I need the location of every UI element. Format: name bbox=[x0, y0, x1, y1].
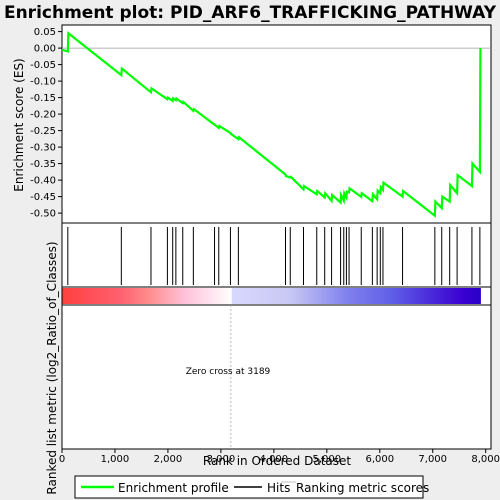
y-axis-label-metric: Ranked list metric (log2_Ratio_of_Classe… bbox=[45, 241, 59, 494]
hit-lines bbox=[67, 227, 481, 285]
x-tick-label: 8,000 bbox=[471, 454, 500, 465]
legend-label-hits: Hits bbox=[267, 481, 290, 495]
y-tick-label: -0.30 bbox=[30, 143, 56, 154]
legend-label-ranking: Ranking metric scores bbox=[296, 481, 429, 495]
es-plot-area bbox=[61, 24, 492, 224]
y-axis-label-es: Enrichment score (ES) bbox=[12, 58, 26, 191]
x-axis-label: Rank in Ordered Dataset bbox=[203, 454, 351, 468]
y-tick-label: -0.40 bbox=[30, 176, 56, 187]
x-tick-label: 3,000 bbox=[207, 454, 236, 465]
x-tick-label: 2,000 bbox=[154, 454, 183, 465]
chart-title: Enrichment plot: PID_ARF6_TRAFFICKING_PA… bbox=[4, 3, 497, 23]
hits-panel bbox=[61, 222, 492, 288]
x-tick-label: 0 bbox=[59, 454, 65, 465]
y-tick-label: 0.00 bbox=[34, 44, 56, 55]
y-tick-label: -0.05 bbox=[30, 60, 56, 71]
x-tick-label: 6,000 bbox=[365, 454, 394, 465]
zero-cross-annotation: Zero cross at 3189 bbox=[186, 367, 271, 377]
y-tick-label: 0.05 bbox=[34, 27, 56, 38]
y-tick-label: -0.25 bbox=[30, 126, 56, 137]
ranking-heatmap-bar bbox=[62, 288, 481, 304]
x-tick-label: 1,000 bbox=[101, 454, 130, 465]
x-tick-label: 7,000 bbox=[418, 454, 447, 465]
y-tick-label: -0.10 bbox=[30, 77, 56, 88]
y-tick-label: -0.50 bbox=[30, 209, 56, 220]
y-tick-label: -0.15 bbox=[30, 93, 56, 104]
es-y-axis: 0.05 0.00 -0.05 -0.10 -0.15 -0.20 -0.25 -0.30 -0… bbox=[30, 27, 62, 220]
y-tick-label: -0.35 bbox=[30, 159, 56, 170]
enrichment-profile-line bbox=[61, 31, 482, 218]
legend-label-enrichment: Enrichment profile bbox=[118, 481, 229, 495]
legend: Enrichment profile Hits Ranking metric s… bbox=[74, 475, 429, 499]
x-tick-label: 5,000 bbox=[312, 454, 341, 465]
metric-panel bbox=[61, 304, 492, 450]
x-tick-label: 4,000 bbox=[260, 454, 289, 465]
x-axis: 0 1,000 2,000 3,000 4,000 5,000 6,000 7,000 8,00… bbox=[59, 449, 500, 465]
y-tick-label: -0.20 bbox=[30, 110, 56, 121]
y-tick-label: -0.45 bbox=[30, 192, 56, 203]
